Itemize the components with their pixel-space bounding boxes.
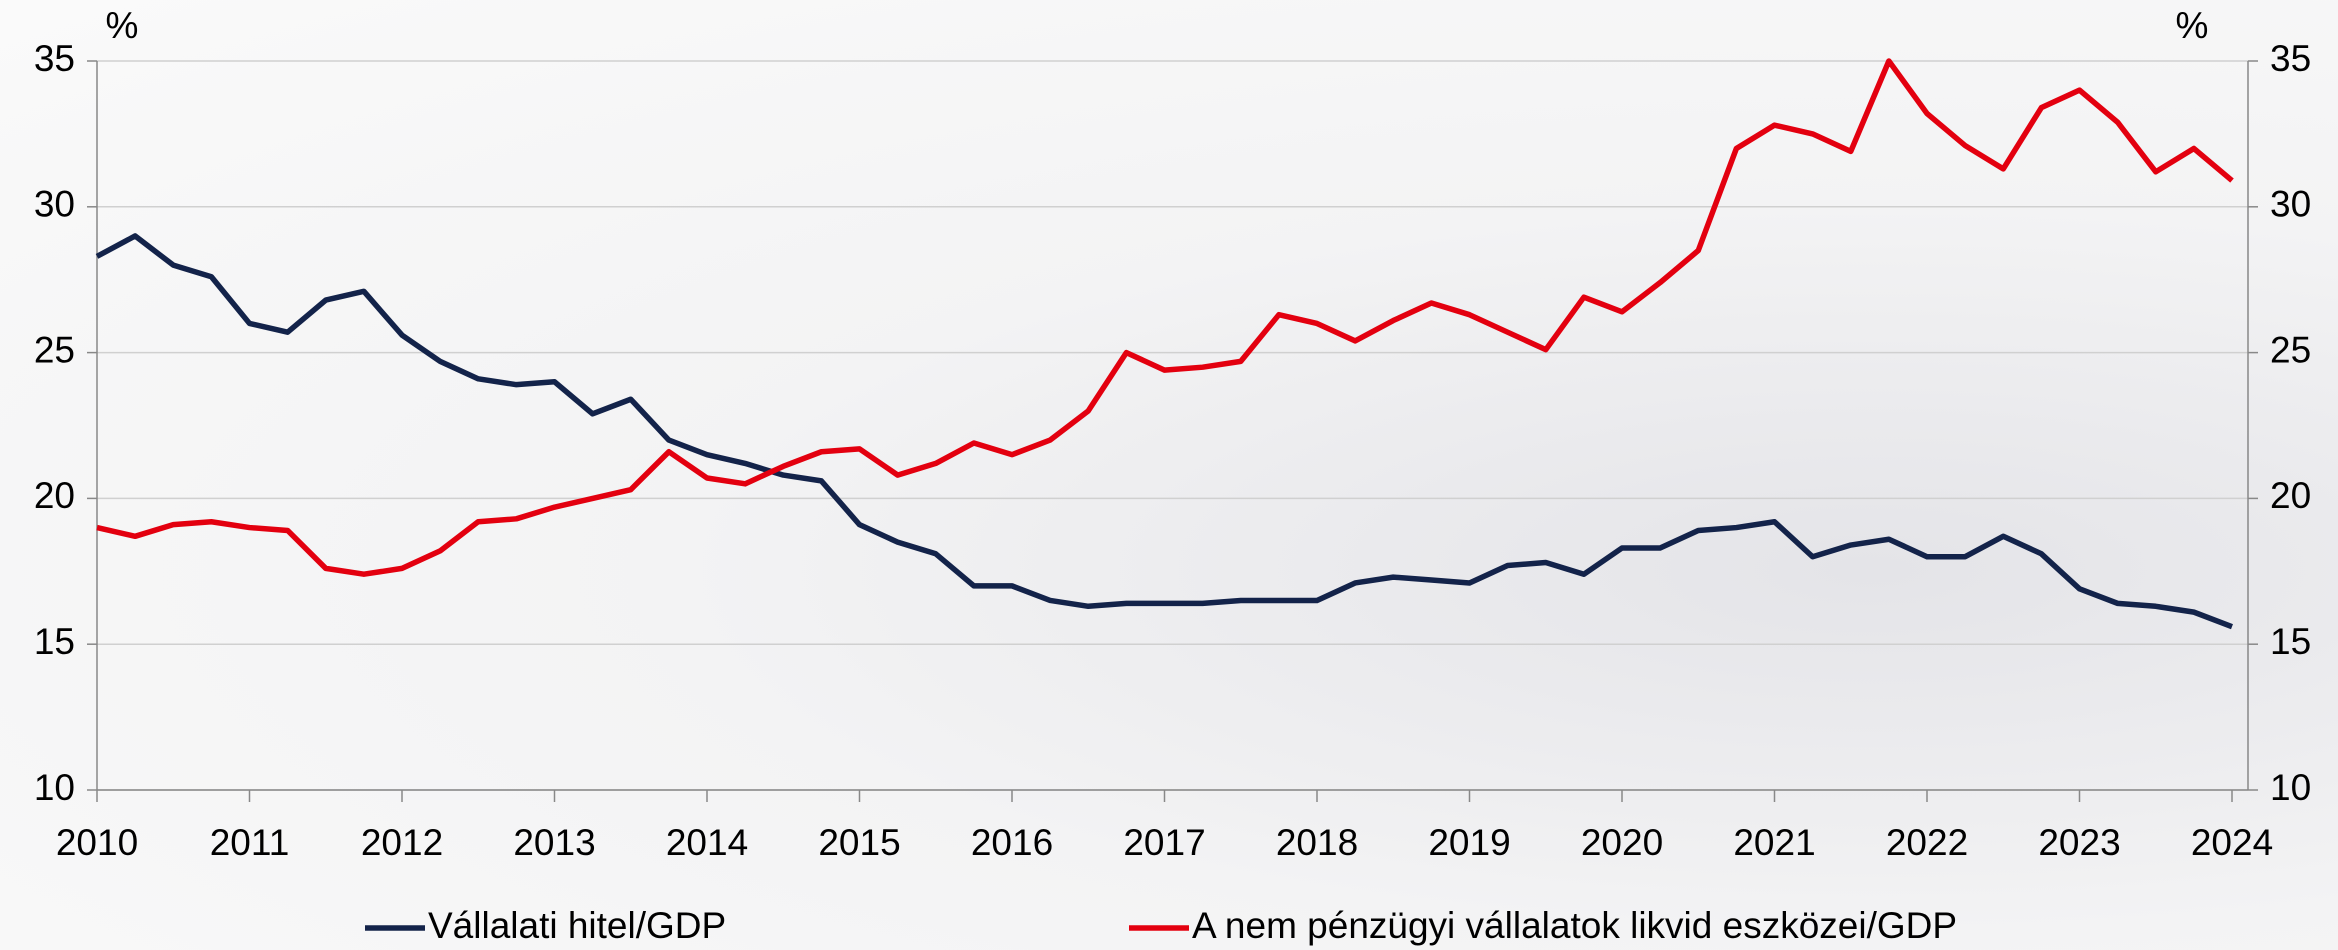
y-tick-label: 35 [34,38,75,79]
y-tick-label: 15 [34,621,75,662]
x-tick-label: 2011 [210,822,290,863]
y-tick-label: 10 [34,767,75,808]
x-tick-label: 2014 [666,822,748,863]
y-tick-label: 25 [34,329,75,370]
legend-label: Vállalati hitel/GDP [428,905,726,946]
y-tick-label: 20 [34,475,75,516]
x-tick-label: 2021 [1733,822,1815,863]
legend-label: A nem pénzügyi vállalatok likvid eszköze… [1192,905,1957,946]
y2-unit: % [2176,5,2209,46]
x-tick-label: 2019 [1428,822,1510,863]
x-tick-label: 2024 [2191,822,2273,863]
x-tick-label: 2012 [361,822,443,863]
x-tick-label: 2018 [1276,822,1358,863]
y2-tick-label: 25 [2270,329,2311,370]
x-tick-label: 2015 [818,822,900,863]
x-tick-label: 2010 [56,822,138,863]
y2-tick-label: 15 [2270,621,2311,662]
x-tick-label: 2022 [1886,822,1968,863]
x-tick-label: 2016 [971,822,1053,863]
y2-tick-label: 20 [2270,475,2311,516]
line-series [96,58,2234,577]
x-tick-label: 2020 [1581,822,1663,863]
y2-tick-label: 35 [2270,38,2311,79]
y2-tick-label: 30 [2270,184,2311,225]
y-tick-label: 30 [34,184,75,225]
y2-tick-label: 10 [2270,767,2311,808]
line-series [95,233,2233,630]
y-unit: % [106,5,139,46]
x-tick-label: 2017 [1123,822,1205,863]
x-tick-label: 2023 [2038,822,2120,863]
x-tick-label: 2013 [513,822,595,863]
